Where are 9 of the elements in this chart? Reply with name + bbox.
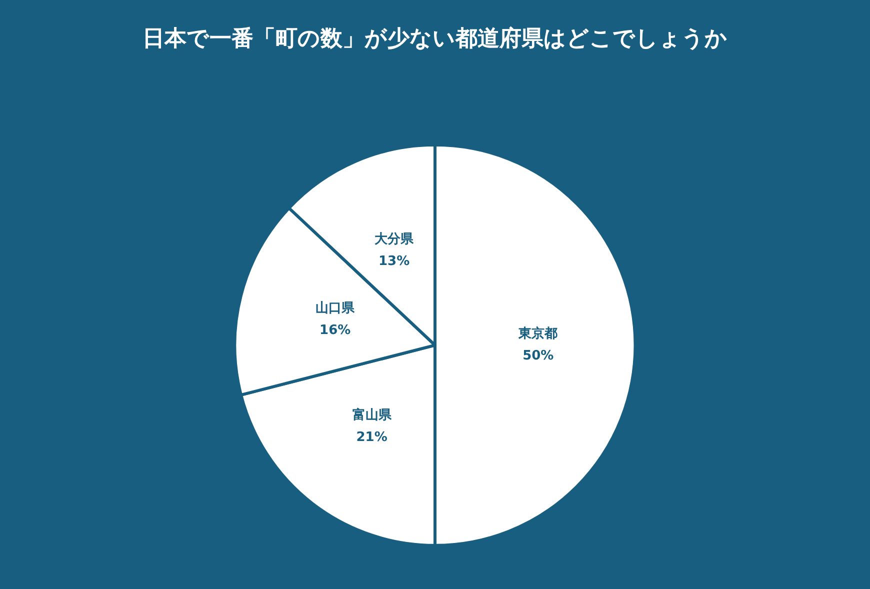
slice-label: 山口県 xyxy=(316,301,356,316)
data-label: 16% xyxy=(320,323,351,338)
slice-label: 大分県 xyxy=(374,232,415,248)
chart-title: 日本で一番「町の数」が少ない都道府県はどこでしょうか xyxy=(142,26,728,52)
data-label: 21% xyxy=(356,430,388,446)
data-label: 50% xyxy=(522,348,554,364)
slice-label: 東京都 xyxy=(518,326,558,342)
data-label: 13% xyxy=(378,254,410,270)
slice-label: 富山県 xyxy=(352,407,392,424)
